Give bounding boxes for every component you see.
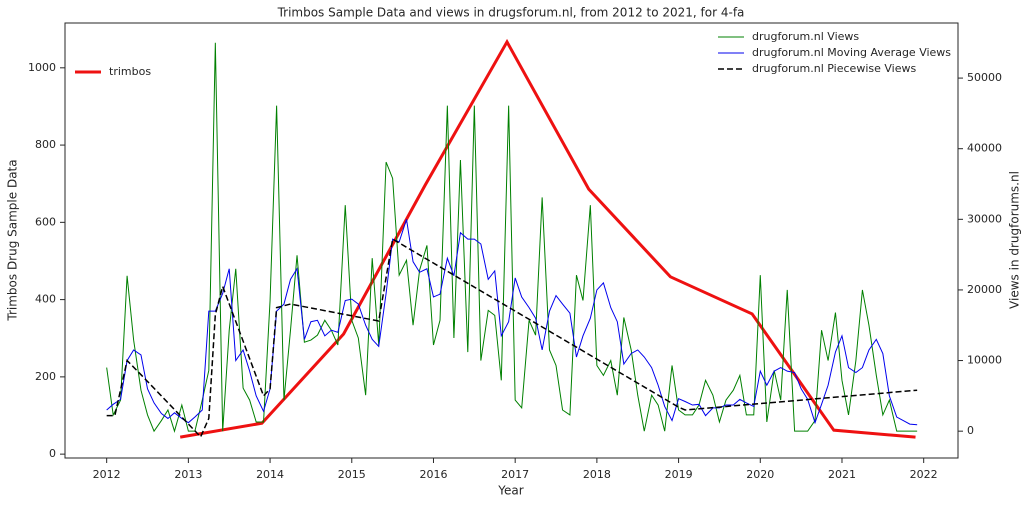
x-tick-label: 2013 <box>174 468 202 481</box>
x-tick-label: 2020 <box>746 468 774 481</box>
y-axis-label: Trimbos Drug Sample Data <box>6 159 20 321</box>
chart-title: Trimbos Sample Data and views in drugsfo… <box>277 6 745 20</box>
x-tick-label: 2021 <box>828 468 856 481</box>
legend-label: drugforum.nl Views <box>752 30 859 43</box>
series-line <box>106 42 918 433</box>
series-line <box>106 219 918 426</box>
y2-axis-label: Views in drugforums.nl <box>1008 171 1022 309</box>
y-tick-label: 800 <box>35 138 56 151</box>
y-tick-label: 600 <box>35 215 56 228</box>
x-tick-label: 2014 <box>256 468 284 481</box>
y-tick-label: 200 <box>35 370 56 383</box>
series-line <box>106 237 918 439</box>
x-tick-label: 2016 <box>419 468 447 481</box>
x-tick-label: 2018 <box>583 468 611 481</box>
x-tick-label: 2015 <box>338 468 366 481</box>
y2-tick-label: 20000 <box>967 283 1002 296</box>
plot-frame <box>64 22 959 459</box>
y-tick-label: 400 <box>35 293 56 306</box>
x-tick-label: 2019 <box>665 468 693 481</box>
legend-label: drugforum.nl Piecewise Views <box>752 62 916 75</box>
legend-label: trimbos <box>109 65 151 78</box>
y2-tick-label: 40000 <box>967 142 1002 155</box>
x-tick-label: 2012 <box>93 468 121 481</box>
y2-tick-label: 0 <box>967 424 974 437</box>
y-tick-label: 0 <box>49 447 56 460</box>
series-line <box>179 38 916 439</box>
x-tick-label: 2022 <box>910 468 938 481</box>
y-tick-label: 1000 <box>28 61 56 74</box>
y2-tick-label: 50000 <box>967 71 1002 84</box>
x-axis-label: Year <box>497 484 523 498</box>
y2-tick-label: 10000 <box>967 354 1002 367</box>
x-tick-label: 2017 <box>501 468 529 481</box>
y2-tick-label: 30000 <box>967 212 1002 225</box>
legend-label: drugforum.nl Moving Average Views <box>752 46 951 59</box>
